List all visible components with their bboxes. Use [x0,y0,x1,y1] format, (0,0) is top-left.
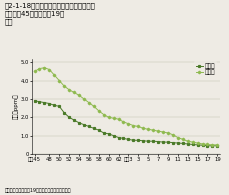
一般局 [127,138,130,141]
一般局 [137,139,140,141]
一般局 [68,116,71,119]
一般局 [93,127,95,129]
一般局 [87,125,90,128]
Line: 一般局: 一般局 [34,100,218,147]
一般局 [186,143,189,145]
一般局 [162,141,164,143]
一般局 [63,112,65,114]
自排局 [83,98,85,100]
一般局 [48,102,51,105]
自排局 [122,121,125,123]
自排局 [166,132,169,134]
Line: 自排局: 自排局 [34,67,218,146]
自排局 [112,117,115,119]
自排局 [132,124,135,127]
一般局 [122,137,125,140]
一般局 [73,119,75,121]
Text: 資料：環境省「平成19年度大気汚染状況報告書」: 資料：環境省「平成19年度大気汚染状況報告書」 [5,188,71,193]
一般局 [172,142,174,144]
自排局 [152,129,155,131]
自排局 [216,144,219,146]
自排局 [142,127,145,129]
自排局 [117,118,120,120]
Legend: 一般局, 自排局: 一般局, 自排局 [194,61,217,77]
一般局 [201,144,204,146]
一般局 [53,104,56,106]
自排局 [78,94,80,96]
自排局 [147,128,150,130]
一般局 [181,142,184,144]
Text: 図2-1-18　一酸化炭素濃度の年平均値の推
移（昭和45年度〜平成19年
度）: 図2-1-18 一酸化炭素濃度の年平均値の推 移（昭和45年度〜平成19年 度） [5,2,95,25]
一般局 [78,122,80,124]
一般局 [211,145,214,147]
一般局 [157,140,159,143]
自排局 [206,143,209,146]
一般局 [97,129,100,131]
自排局 [97,110,100,112]
一般局 [33,100,36,102]
自排局 [181,138,184,141]
自排局 [63,85,65,87]
一般局 [166,141,169,143]
一般局 [147,140,150,142]
自排局 [201,143,204,145]
一般局 [43,101,46,104]
一般局 [191,143,194,146]
自排局 [53,74,56,76]
自排局 [33,70,36,73]
自排局 [196,142,199,144]
一般局 [216,145,219,147]
自排局 [162,131,164,133]
自排局 [186,140,189,142]
Y-axis label: 濃度（ppm）: 濃度（ppm） [13,94,18,119]
一般局 [83,123,85,126]
自排局 [93,105,95,107]
自排局 [87,101,90,104]
自排局 [211,144,214,146]
一般局 [196,144,199,146]
自排局 [177,136,179,139]
一般局 [58,105,61,107]
一般局 [177,142,179,144]
自排局 [48,68,51,71]
自排局 [68,89,71,91]
自排局 [102,113,105,116]
一般局 [152,140,155,142]
一般局 [117,136,120,139]
自排局 [191,141,194,143]
一般局 [206,145,209,147]
自排局 [137,125,140,128]
一般局 [142,140,145,142]
自排局 [107,116,110,119]
自排局 [172,134,174,136]
自排局 [127,123,130,125]
自排局 [157,130,159,132]
一般局 [132,139,135,141]
自排局 [43,66,46,69]
自排局 [38,67,41,70]
一般局 [38,100,41,103]
一般局 [112,135,115,137]
自排局 [73,91,75,94]
自排局 [58,79,61,82]
一般局 [107,133,110,135]
一般局 [102,132,105,134]
